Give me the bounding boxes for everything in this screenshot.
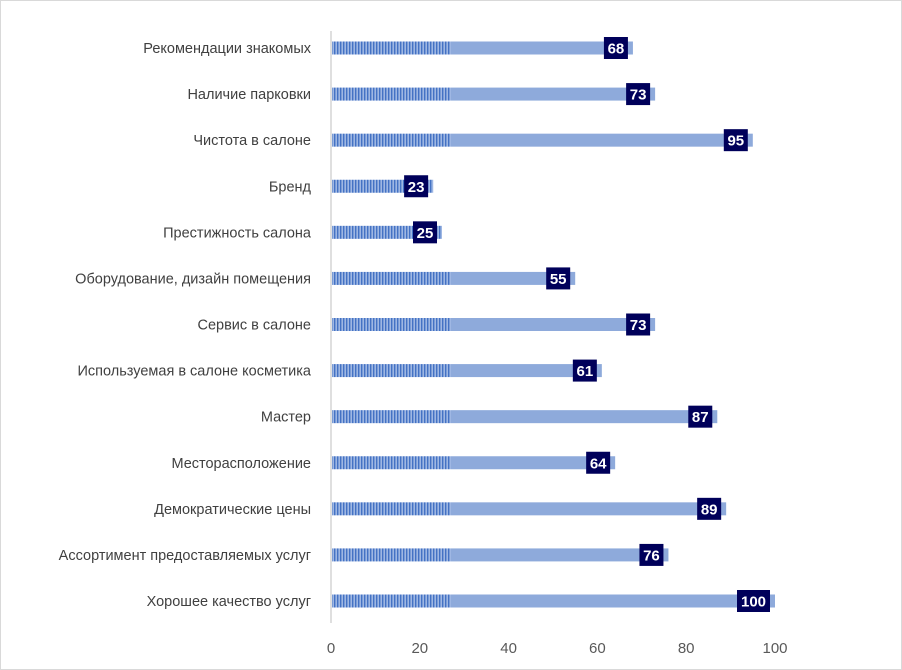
data-label: 23 [408,179,425,196]
data-label-box [404,175,429,198]
data-label-box [603,37,628,59]
category-label: Хорошее качество услуг [147,594,311,610]
data-label: 25 [417,225,434,242]
bar [451,133,753,147]
bar-stripe-segment [332,318,451,331]
data-label-box [413,221,437,244]
category-label: Бренд [269,179,312,195]
data-label: 64 [590,455,607,472]
bar-stripe-segment [332,364,451,378]
data-label-box [737,590,770,612]
x-axis-ticks-layer: 0 20 40 60 80 100 [327,640,788,657]
category-labels-layer: Рекомендации знакомых Наличие парковки Чис… [59,41,312,610]
bar [451,594,775,608]
category-label: Сервис в салоне [198,318,312,334]
bar [451,318,656,331]
x-tick-label: 100 [762,640,787,657]
data-label-box [626,83,651,106]
bar-stripe-segment [332,87,451,101]
data-label: 95 [727,133,744,150]
bar [451,364,602,378]
x-tick-label: 60 [589,640,606,657]
bar-stripe-segment [332,456,451,470]
bar [451,41,633,55]
category-label: Демократические цены [154,502,311,518]
bar-stripe-segment [332,133,451,147]
data-label: 55 [550,271,567,288]
bar-stripe-segment [332,41,451,55]
data-label-box [723,129,748,152]
category-label: Наличие парковки [187,87,311,103]
data-label-box [688,405,713,428]
category-label: Месторасположение [171,456,311,472]
data-label: 76 [643,547,660,564]
bar [451,87,656,101]
data-label: 87 [692,409,709,426]
x-tick-label: 80 [678,640,695,657]
bar [451,410,718,424]
category-label: Используемая в салоне косметика [77,364,311,380]
data-label-box [586,451,611,474]
data-label: 73 [630,87,647,104]
x-tick-label: 40 [500,640,517,657]
bar-stripe-segment [332,502,451,516]
category-label: Рекомендации знакомых [143,41,311,57]
data-labels-layer: 68 73 95 23 25 55 73 61 87 64 89 76 100 [404,37,770,612]
data-label: 68 [608,41,625,58]
bar [451,502,727,516]
category-label: Мастер [261,410,311,426]
bar-stripe-segment [332,271,451,285]
data-label: 100 [741,594,766,611]
category-label: Престижность салона [163,225,312,241]
bars-layer [332,41,775,608]
data-label-box [572,359,597,382]
bar [451,548,669,562]
data-label: 73 [630,317,647,334]
category-label: Ассортимент предоставляемых услуг [59,548,311,564]
data-label-box [639,543,664,566]
data-label: 61 [576,363,593,380]
data-label-box [697,497,722,520]
bar-stripe-segment [332,410,451,424]
data-label-box [546,267,571,290]
bar [451,456,616,470]
category-label: Оборудование, дизайн помещения [75,271,311,287]
category-label: Чистота в салоне [193,133,311,149]
bar-stripe-segment [332,594,451,608]
bar-stripe-segment [332,548,451,562]
x-tick-label: 20 [411,640,428,657]
data-label-box [626,313,651,336]
bar [451,271,576,285]
x-tick-label: 0 [327,640,335,657]
data-label: 89 [701,501,718,518]
